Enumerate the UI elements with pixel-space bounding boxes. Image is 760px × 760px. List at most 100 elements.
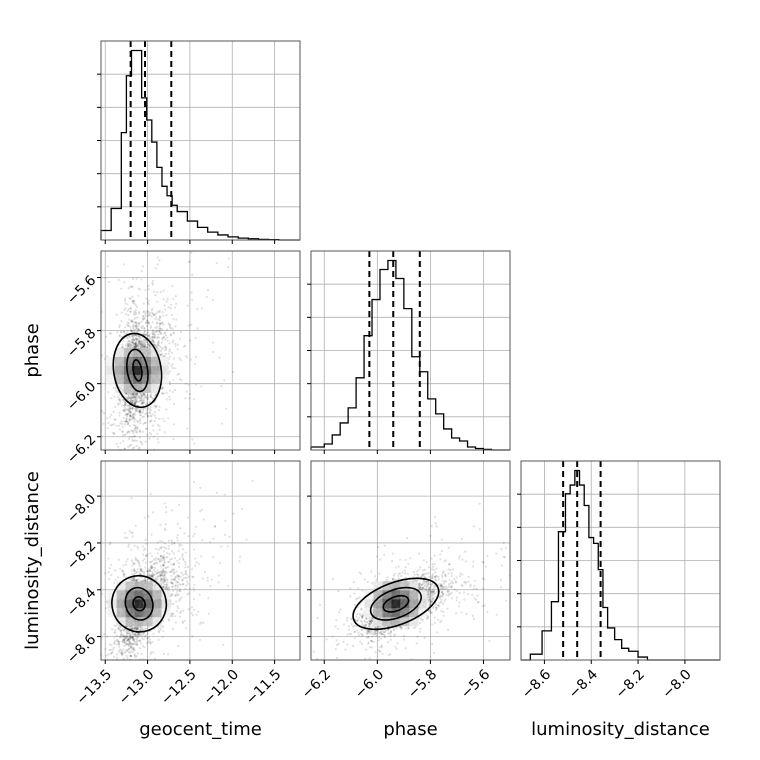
scatter-point [113, 582, 116, 585]
scatter-point [170, 574, 173, 577]
scatter-point [132, 301, 135, 304]
scatter-point [135, 345, 138, 348]
scatter-point [144, 561, 147, 564]
scatter-point [132, 342, 135, 345]
scatter-point [115, 313, 118, 316]
2d-2-grid [311, 461, 510, 660]
scatter-point [440, 538, 444, 541]
hist-phase-grid [311, 251, 510, 450]
scatter-point [161, 352, 164, 356]
scatter-point [128, 417, 131, 421]
scatter-point [131, 402, 135, 405]
scatter-point [158, 311, 161, 314]
scatter-point [158, 630, 161, 633]
scatter-point [209, 584, 212, 588]
scatter-point [150, 309, 153, 312]
scatter-point [133, 402, 136, 405]
scatter-point [122, 648, 125, 651]
scatter-point [166, 586, 169, 590]
scatter-point [126, 656, 129, 660]
scatter-point [193, 362, 196, 366]
scatter-point [133, 408, 136, 411]
scatter-point [122, 564, 125, 567]
scatter-point [150, 533, 153, 536]
scatter-point [140, 397, 143, 400]
scatter-point [127, 287, 130, 290]
scatter-point [177, 549, 180, 553]
scatter-point [165, 408, 168, 411]
scatter-point [147, 312, 150, 315]
scatter-point [118, 393, 121, 396]
scatter-point [167, 352, 170, 355]
histogram-luminosity_distance [521, 469, 720, 661]
scatter-point [133, 403, 136, 406]
scatter-point [129, 415, 132, 418]
scatter-point [140, 568, 144, 571]
scatter-point [174, 325, 177, 328]
scatter-point [103, 412, 106, 415]
scatter-point [124, 433, 127, 436]
scatter-point [136, 427, 139, 430]
scatter-point [502, 541, 505, 544]
scatter-point [196, 307, 199, 310]
scatter-point [106, 417, 109, 420]
scatter-point [121, 430, 124, 433]
scatter-point [126, 431, 129, 434]
scatter-point [142, 401, 145, 404]
scatter-point [133, 339, 136, 342]
scatter-point [154, 267, 157, 270]
scatter-point [145, 315, 148, 318]
scatter-point [146, 342, 150, 345]
scatter-point [175, 570, 178, 573]
scatter-point [158, 319, 161, 322]
scatter-point [131, 414, 134, 417]
scatter-point [103, 633, 106, 636]
scatter-point [153, 566, 156, 569]
scatter-point [173, 367, 176, 370]
scatter-point [163, 420, 166, 423]
scatter-point [120, 287, 123, 290]
scatter-point [162, 583, 165, 586]
scatter-point [182, 559, 185, 562]
scatter-point [125, 634, 128, 637]
scatter-point [154, 547, 157, 551]
density-cell [114, 356, 124, 366]
scatter-point [151, 283, 154, 286]
scatter-point [145, 321, 148, 325]
scatter-point [188, 260, 191, 263]
scatter-point [174, 615, 177, 618]
scatter-point [110, 574, 113, 577]
scatter-point [495, 552, 498, 555]
scatter-point [113, 655, 116, 658]
scatter-point [104, 648, 107, 651]
scatter-point [171, 327, 174, 330]
scatter-point [131, 335, 134, 338]
scatter-point [131, 399, 135, 403]
scatter-point [137, 395, 140, 398]
scatter-point [127, 545, 130, 548]
scatter-point [149, 406, 152, 409]
scatter-point [169, 370, 172, 373]
scatter-point [140, 341, 143, 344]
scatter-point [136, 568, 139, 571]
scatter-point [130, 443, 133, 447]
scatter-point [111, 431, 115, 434]
scatter-point [145, 346, 148, 349]
scatter-point [156, 438, 159, 441]
scatter-point [171, 284, 174, 288]
scatter-point [164, 547, 167, 550]
scatter-point [134, 396, 137, 399]
scatter-point [142, 415, 145, 418]
scatter-point [145, 297, 148, 300]
scatter-point [132, 439, 135, 443]
scatter-point [132, 321, 135, 324]
scatter-point [107, 653, 110, 656]
scatter-point [104, 277, 107, 280]
scatter-point [145, 642, 149, 645]
scatter-point [163, 349, 166, 352]
scatter-point [127, 430, 130, 433]
scatter-point [161, 338, 164, 341]
scatter-point [126, 329, 129, 333]
scatter-point [164, 352, 167, 355]
scatter-point [144, 566, 147, 569]
